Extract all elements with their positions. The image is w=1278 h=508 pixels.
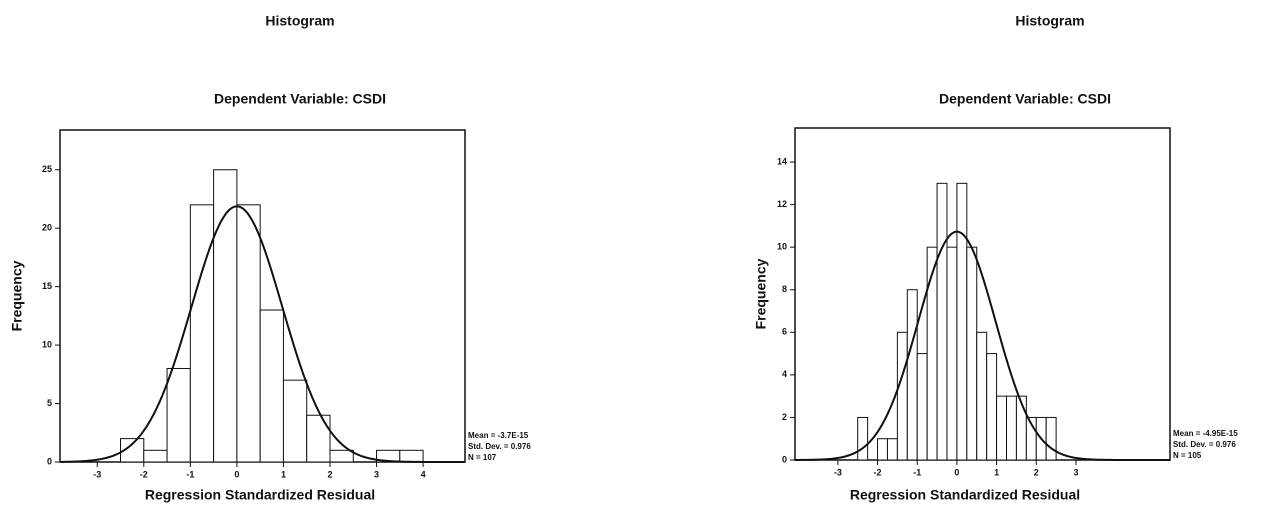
histogram-bar (957, 183, 967, 460)
x-tick-label: -1 (913, 467, 921, 477)
histogram-bar (997, 396, 1007, 460)
chart-subtitle: Dependent Variable: CSDI (214, 91, 386, 107)
y-axis-label: Frequency (9, 260, 25, 331)
x-tick-label: 2 (327, 469, 332, 479)
x-tick-label: 2 (1034, 467, 1039, 477)
stat-label: Mean = -3.7E-15 (468, 431, 529, 440)
y-tick-label: 12 (777, 199, 787, 209)
chart-subtitle: Dependent Variable: CSDI (939, 91, 1111, 107)
histogram-bar (190, 205, 213, 462)
histogram-bar (237, 205, 260, 462)
histogram-bar (927, 247, 937, 460)
histogram-bar (897, 332, 907, 460)
y-tick-label: 10 (42, 339, 52, 349)
x-tick-label: 0 (234, 469, 239, 479)
histogram-bar (1046, 417, 1056, 460)
y-tick-label: 0 (782, 454, 787, 464)
stat-label: Std. Dev. = 0.976 (1173, 440, 1236, 449)
x-tick-label: 3 (374, 469, 379, 479)
histogram-bar (887, 439, 897, 460)
y-tick-label: 14 (777, 156, 787, 166)
y-tick-label: 10 (777, 242, 787, 252)
chart-title: Histogram (265, 13, 334, 29)
stat-label: N = 107 (468, 453, 497, 462)
histogram-bar (878, 439, 888, 460)
x-tick-label: -2 (874, 467, 882, 477)
x-tick-label: -2 (140, 469, 148, 479)
x-tick-label: 3 (1073, 467, 1078, 477)
histogram-bar (987, 354, 997, 460)
histogram-bar (1016, 396, 1026, 460)
histogram-bar (967, 247, 977, 460)
y-tick-label: 20 (42, 223, 52, 233)
histogram-bar (400, 450, 423, 462)
histogram-bar (907, 290, 917, 460)
histogram-bar (917, 354, 927, 460)
x-tick-label: -1 (186, 469, 194, 479)
histogram-bar (858, 417, 868, 460)
y-tick-label: 4 (782, 369, 787, 379)
y-tick-label: 8 (782, 284, 787, 294)
histogram-bar (937, 183, 947, 460)
y-tick-label: 25 (42, 164, 52, 174)
histogram-bar (947, 247, 957, 460)
histogram-bar (307, 415, 330, 462)
histogram-bar (330, 450, 353, 462)
stat-label: Std. Dev. = 0.976 (468, 442, 531, 451)
histogram-bar (1007, 396, 1017, 460)
x-tick-label: -3 (834, 467, 842, 477)
histogram-bar (144, 450, 167, 462)
x-axis-label: Regression Standardized Residual (145, 487, 375, 503)
histogram-bar (260, 310, 283, 462)
x-tick-label: -3 (93, 469, 101, 479)
stat-label: Mean = -4.95E-15 (1173, 429, 1238, 438)
y-tick-label: 0 (47, 456, 52, 466)
y-tick-label: 2 (782, 412, 787, 422)
y-axis-label: Frequency (753, 258, 769, 329)
figure: Histogram Dependent Variable: CSDI Regress… (0, 0, 1278, 508)
histogram-bar (167, 368, 190, 462)
y-tick-label: 6 (782, 327, 787, 337)
x-tick-label: 1 (281, 469, 286, 479)
histogram-bar (977, 332, 987, 460)
y-tick-label: 5 (47, 398, 52, 408)
x-tick-label: 0 (954, 467, 959, 477)
x-tick-label: 4 (421, 469, 426, 479)
x-tick-label: 1 (994, 467, 999, 477)
histogram-bar (283, 380, 306, 462)
y-tick-label: 15 (42, 281, 52, 291)
x-axis-label: Regression Standardized Residual (850, 487, 1080, 503)
chart-title: Histogram (1015, 13, 1084, 29)
stat-label: N = 105 (1173, 451, 1202, 460)
